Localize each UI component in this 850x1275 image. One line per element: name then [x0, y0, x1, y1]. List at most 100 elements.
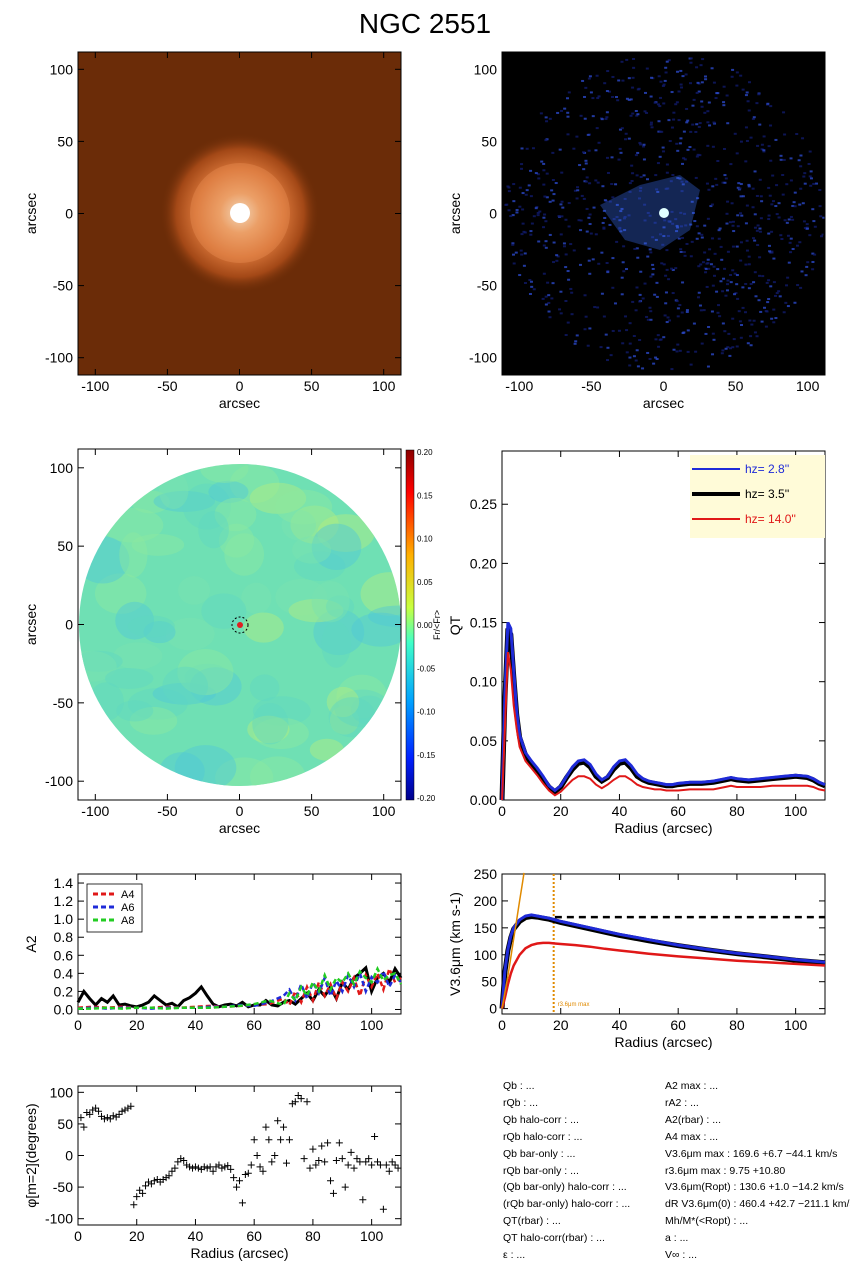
- noise-speck: [566, 270, 570, 273]
- noise-speck: [745, 91, 749, 94]
- x-tick-label: 100: [360, 1017, 384, 1033]
- noise-speck: [608, 223, 612, 226]
- noise-speck: [605, 90, 609, 93]
- noise-speck: [677, 119, 681, 122]
- noise-speck: [663, 79, 667, 82]
- noise-speck: [656, 103, 660, 106]
- y-tick-label: 250: [474, 866, 498, 882]
- noise-speck: [551, 282, 555, 285]
- noise-speck: [731, 220, 735, 223]
- phase-point: [227, 1165, 235, 1173]
- noise-speck: [634, 359, 638, 362]
- noise-speck: [560, 200, 564, 203]
- phase-point: [200, 1163, 208, 1171]
- noise-speck: [507, 190, 511, 193]
- noise-speck: [764, 310, 768, 313]
- noise-speck: [627, 98, 631, 101]
- phase-point: [338, 1155, 346, 1163]
- rotation-series-orange: [501, 872, 525, 1009]
- noise-speck: [559, 203, 563, 206]
- phase-point: [268, 1158, 276, 1166]
- noise-speck: [789, 237, 793, 240]
- noise-speck: [723, 267, 727, 270]
- noise-speck: [744, 94, 748, 97]
- phase-point: [388, 1158, 396, 1166]
- param-line: dR V3.6μm(0) : 460.4 +42.7 −211.1 km/s/k…: [665, 1198, 850, 1211]
- noise-speck: [543, 213, 547, 216]
- noise-speck: [511, 242, 515, 245]
- noise-speck: [566, 133, 570, 136]
- noise-speck: [611, 95, 615, 98]
- noise-speck: [681, 75, 685, 78]
- y-axis-label: arcsec: [447, 193, 463, 234]
- noise-speck: [631, 172, 635, 175]
- noise-speck: [529, 230, 533, 233]
- noise-speck: [527, 184, 531, 187]
- noise-speck: [554, 182, 558, 185]
- x-tick-label: 40: [188, 1017, 204, 1033]
- noise-speck: [796, 284, 800, 287]
- force-patch: [127, 688, 188, 720]
- noise-speck: [659, 80, 663, 83]
- noise-speck: [772, 257, 776, 260]
- noise-speck: [695, 155, 699, 158]
- phase-point: [171, 1164, 179, 1172]
- noise-speck: [801, 202, 805, 205]
- noise-speck: [767, 145, 771, 148]
- y-tick-label: 50: [57, 133, 73, 149]
- y-tick-label: 0: [489, 1001, 497, 1017]
- noise-speck: [739, 195, 743, 198]
- noise-speck: [584, 86, 588, 89]
- x-tick-label: 100: [784, 803, 808, 819]
- noise-speck: [648, 248, 652, 251]
- noise-speck: [649, 275, 653, 278]
- noise-speck: [636, 365, 640, 368]
- noise-speck: [712, 265, 716, 268]
- noise-speck: [643, 110, 647, 113]
- noise-speck: [566, 321, 570, 324]
- force-patch: [119, 532, 148, 578]
- noise-speck: [711, 284, 715, 287]
- force-patch: [127, 615, 175, 638]
- phase-point: [165, 1172, 173, 1180]
- noise-speck: [745, 249, 749, 252]
- noise-speck: [529, 280, 533, 283]
- noise-speck: [774, 138, 778, 141]
- noise-speck: [566, 115, 570, 118]
- force-patch: [250, 756, 306, 786]
- noise-speck: [563, 107, 567, 110]
- force-patch: [198, 511, 229, 549]
- bar-residual: [600, 175, 700, 250]
- noise-speck: [539, 112, 543, 115]
- noise-speck: [599, 346, 603, 349]
- noise-speck: [597, 141, 601, 144]
- x-tick-label: 80: [305, 1017, 321, 1033]
- noise-speck: [693, 220, 697, 223]
- noise-speck: [771, 200, 775, 203]
- noise-speck: [596, 306, 600, 309]
- noise-speck: [777, 290, 781, 293]
- noise-speck: [808, 150, 812, 153]
- noise-speck: [648, 214, 652, 217]
- noise-speck: [696, 81, 700, 84]
- noise-speck: [654, 338, 658, 341]
- force-patch: [290, 505, 339, 544]
- noise-speck: [504, 203, 508, 206]
- noise-speck: [522, 264, 526, 267]
- noise-speck: [730, 75, 734, 78]
- x-tick-label: 50: [304, 803, 320, 819]
- noise-speck: [685, 309, 689, 312]
- noise-speck: [628, 364, 632, 367]
- y-tick-label: 100: [50, 460, 74, 476]
- noise-speck: [723, 330, 727, 333]
- noise-speck: [759, 195, 763, 198]
- noise-speck: [671, 292, 675, 295]
- noise-speck: [706, 217, 710, 220]
- noise-speck: [641, 297, 645, 300]
- noise-speck: [718, 315, 722, 318]
- noise-speck: [722, 277, 726, 280]
- noise-speck: [717, 229, 721, 232]
- y-tick-label: 0.8: [54, 929, 74, 945]
- noise-speck: [658, 130, 662, 133]
- noise-speck: [649, 121, 653, 124]
